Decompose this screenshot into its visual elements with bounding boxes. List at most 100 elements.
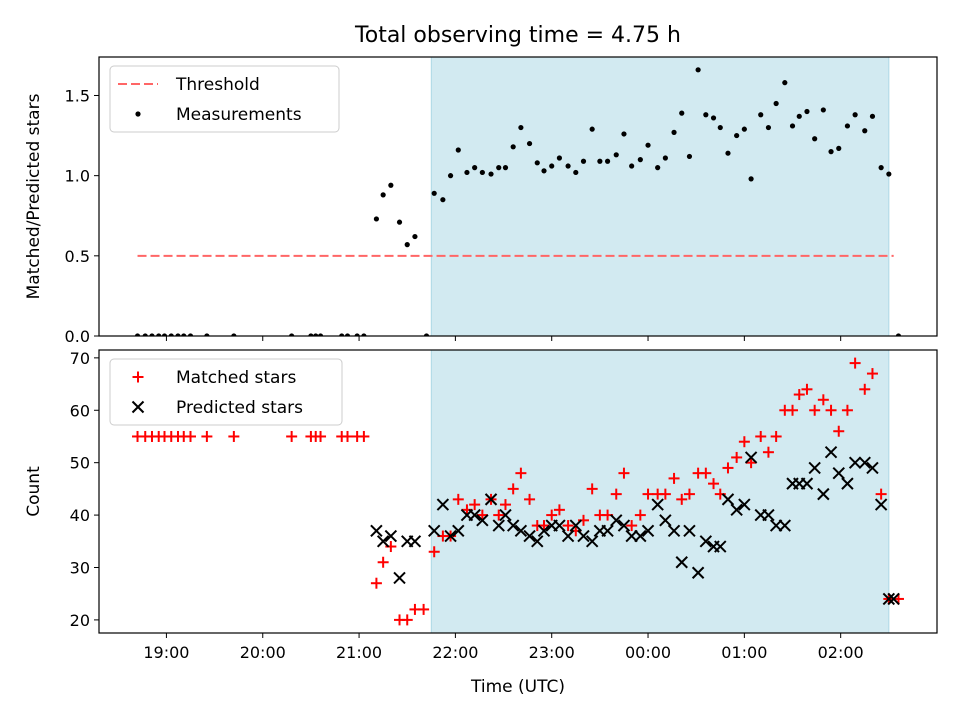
measurement-point-3 [156, 333, 162, 336]
xtick-label-3: 22:00 [432, 643, 478, 662]
predicted-star-point-38 [683, 524, 696, 538]
predicted-star-point-39 [691, 566, 705, 579]
predicted-star-point-55 [817, 487, 830, 501]
measurement-point-34 [496, 165, 502, 171]
predicted-star-point-61-b [866, 461, 879, 475]
matched-star-point-16 [342, 430, 354, 442]
predicted-star-point-42-b [714, 540, 727, 553]
matched-star-point-66 [745, 457, 757, 469]
measurement-point-71 [789, 123, 796, 129]
predicted-star-point-15-b [499, 508, 512, 522]
matched-star-point-77 [833, 425, 845, 437]
measurement-point-33 [488, 171, 494, 177]
predicted-star-point-24 [569, 519, 583, 532]
measurement-point-64 [734, 132, 740, 139]
matched-star-point-43 [562, 520, 574, 532]
matched-star-point-20 [377, 556, 389, 568]
matched-star-point-80 [859, 383, 871, 395]
predicted-star-point-45 [738, 498, 751, 511]
measurement-point-37 [518, 124, 524, 131]
predicted-star-point-58 [841, 477, 854, 490]
predicted-star-point-18-b [523, 529, 536, 543]
predicted-star-point-39-b [691, 566, 705, 579]
measurement-point-82 [878, 165, 884, 171]
measurement-point-18 [361, 333, 367, 336]
measurement-point-21 [388, 182, 394, 188]
predicted-star-point-48-b [762, 508, 775, 522]
predicted-star-point-38-b [683, 524, 696, 538]
measurement-point-84 [895, 333, 902, 336]
predicted-star-point-8 [444, 529, 457, 543]
predicted-star-point-29 [610, 514, 623, 527]
predicted-star-point-55-b [817, 487, 830, 501]
matched-star-point-71 [787, 404, 799, 416]
measurement-point-60 [703, 112, 709, 118]
bottom-legend-label-1: Predicted stars [176, 398, 303, 418]
measurement-point-15 [339, 333, 345, 336]
predicted-star-point-7 [436, 498, 450, 511]
top-legend-box [109, 65, 340, 133]
xtick-label-4: 23:00 [529, 643, 575, 662]
measurement-point-1 [142, 333, 148, 336]
predicted-star-point-54-b [808, 461, 821, 475]
xtick-label-5: 00:00 [625, 643, 671, 662]
predicted-star-point-20-b [537, 524, 551, 538]
predicted-star-point-14-b [492, 519, 505, 532]
matched-star-point-49 [610, 488, 622, 500]
measurement-point-14 [317, 333, 324, 336]
measurement-point-7 [181, 333, 187, 336]
top-legend-label-1: Measurements [176, 105, 302, 125]
bottom-legend-marker-1-b [131, 400, 145, 414]
measurement-point-50 [621, 131, 627, 137]
predicted-star-point-50-b [778, 519, 792, 532]
measurement-point-17 [354, 333, 360, 336]
bottom-legend-marker-1 [131, 400, 145, 414]
predicted-star-point-57 [832, 466, 845, 480]
matched-star-point-68 [762, 446, 774, 458]
predicted-star-point-2 [384, 529, 398, 543]
predicted-star-point-0-b [370, 524, 383, 538]
matched-star-point-36 [507, 483, 519, 495]
bottom-y-axis-label: Count [24, 466, 44, 517]
bottom-panel: 20 30 40 50 60 70 19:00 20:00 21:00 22:00 23:00 00:… [24, 349, 938, 662]
predicted-star-point-40-b [699, 535, 713, 548]
predicted-star-point-11 [468, 508, 481, 522]
measurement-point-65 [741, 126, 747, 132]
predicted-star-point-7-b [436, 498, 450, 511]
matched-star-point-46 [586, 483, 598, 495]
predicted-star-point-33 [641, 524, 655, 538]
bottom-axes-frame [98, 349, 938, 634]
matched-star-point-78 [841, 404, 853, 416]
predicted-star-point-37-b [675, 556, 688, 569]
measurement-point-29 [455, 147, 461, 153]
measurement-point-44 [573, 169, 579, 176]
matched-star-point-56 [668, 472, 680, 484]
predicted-star-point-43 [721, 493, 735, 506]
matched-star-point-52 [634, 509, 646, 521]
measurement-point-69 [773, 100, 779, 107]
measurement-point-55 [662, 155, 668, 161]
predicted-star-point-25-b [577, 529, 590, 543]
measurement-point-62 [717, 124, 723, 131]
predicted-star-point-28 [601, 524, 614, 538]
matched-star-point-55 [659, 488, 671, 500]
matched-star-point-38 [524, 493, 536, 505]
measurement-point-59 [695, 67, 701, 73]
matched-star-point-31 [469, 499, 481, 511]
measurement-point-2 [149, 333, 155, 336]
top-ytick-label-0: 0.0 [65, 327, 90, 346]
matched-star-point-63 [722, 462, 734, 474]
predicted-star-point-17 [514, 524, 528, 538]
predicted-star-point-32 [634, 529, 647, 543]
measurement-point-47 [597, 158, 603, 164]
predicted-star-point-13 [484, 493, 498, 506]
predicted-star-point-13-b [484, 493, 498, 506]
matched-star-point-23 [401, 614, 413, 626]
predicted-star-point-25 [577, 529, 590, 543]
matched-star-point-74 [809, 404, 821, 416]
predicted-star-point-5 [408, 535, 422, 548]
predicted-star-point-12-b [476, 514, 489, 527]
bottom-legend-marker-0 [132, 371, 144, 383]
predicted-star-point-62 [874, 498, 888, 511]
